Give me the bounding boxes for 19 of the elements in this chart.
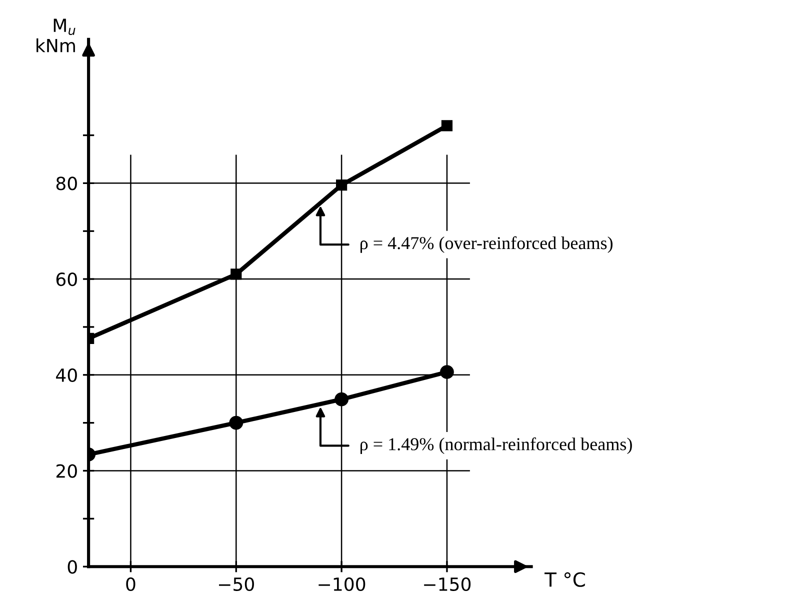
- y-tick-label: 20: [56, 464, 77, 478]
- y-axis-title: M$_{u}$ kNm: [36, 18, 76, 52]
- x-tick-label: −50: [218, 577, 254, 592]
- point: [336, 180, 348, 191]
- point: [441, 120, 453, 132]
- x-tick-label: −150: [424, 577, 471, 592]
- point: [334, 392, 348, 406]
- point: [440, 365, 454, 379]
- point: [229, 416, 244, 430]
- y-tick-label: 80: [56, 176, 77, 190]
- text: ρ = 4.47% (over-reinforced beams): [360, 236, 613, 253]
- text: ρ = 1.49% (normal-reinforced beams): [360, 437, 632, 454]
- y-tick-label: 0: [68, 560, 77, 574]
- x-axis-title: T °C: [544, 572, 585, 587]
- x-tick-label: −100: [318, 577, 366, 592]
- point: [230, 268, 242, 280]
- x-tick-label: 0: [126, 577, 136, 592]
- y-tick-label: 60: [56, 272, 77, 286]
- y-tick-label: 40: [56, 368, 77, 382]
